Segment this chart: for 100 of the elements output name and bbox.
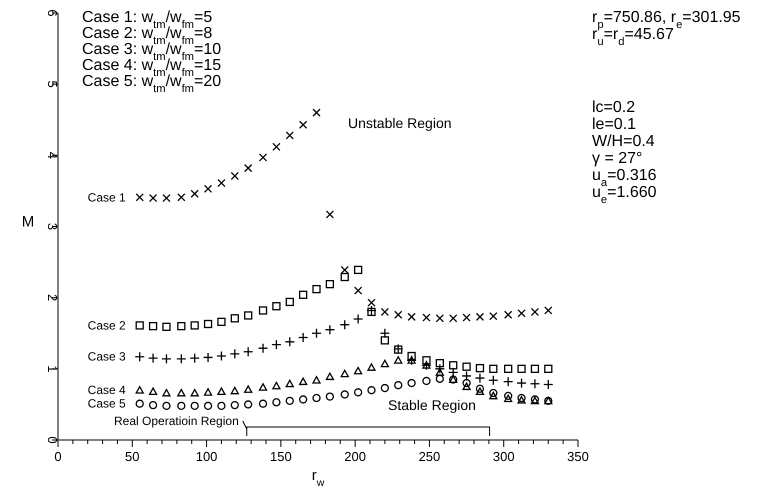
point xyxy=(148,353,158,364)
point xyxy=(161,354,172,364)
point xyxy=(530,308,540,316)
point xyxy=(340,390,349,399)
point xyxy=(340,370,349,378)
point xyxy=(217,402,226,410)
point xyxy=(244,311,252,320)
point xyxy=(504,394,512,402)
point xyxy=(190,321,199,330)
point xyxy=(177,193,186,202)
point xyxy=(517,394,526,402)
point xyxy=(216,350,227,362)
y-tick-label: 2 xyxy=(45,294,60,302)
point xyxy=(517,396,526,404)
point xyxy=(530,364,540,373)
point xyxy=(312,284,321,294)
point xyxy=(380,360,390,368)
point xyxy=(394,310,402,319)
point xyxy=(367,298,376,307)
point xyxy=(367,363,376,371)
point xyxy=(326,372,334,380)
point xyxy=(217,178,226,188)
series-label: Case 3 xyxy=(88,350,126,364)
point xyxy=(272,142,281,151)
point xyxy=(244,164,252,172)
point xyxy=(217,387,226,396)
point xyxy=(286,131,294,140)
x-tick-label: 150 xyxy=(270,449,292,464)
point xyxy=(272,302,281,310)
point xyxy=(489,312,498,320)
point xyxy=(476,384,484,393)
point xyxy=(286,380,294,388)
point xyxy=(162,402,171,410)
point xyxy=(326,280,334,288)
point xyxy=(162,388,171,396)
point xyxy=(204,184,212,193)
point xyxy=(286,298,294,306)
text: le=0.1 xyxy=(592,116,636,133)
point xyxy=(217,318,226,326)
point xyxy=(340,272,349,282)
point xyxy=(461,370,472,382)
x-tick-label: 50 xyxy=(125,449,140,464)
point xyxy=(394,381,402,390)
point xyxy=(230,172,239,180)
point xyxy=(272,398,281,406)
x-axis-title: r$_{w}$ xyxy=(312,467,325,487)
point xyxy=(530,378,540,389)
text: W/H=0.4 xyxy=(592,133,655,150)
point xyxy=(298,395,308,404)
point xyxy=(177,322,186,330)
point xyxy=(148,400,158,410)
point xyxy=(380,384,390,392)
point xyxy=(136,386,144,394)
point xyxy=(284,336,295,347)
point xyxy=(462,313,471,322)
point xyxy=(476,364,484,372)
point xyxy=(258,343,268,354)
point xyxy=(462,362,471,371)
annotation: Unstable Region xyxy=(348,115,452,131)
point xyxy=(312,376,321,384)
point xyxy=(503,376,514,387)
point xyxy=(204,402,212,410)
x-tick-label: 100 xyxy=(196,449,218,464)
point xyxy=(504,392,512,400)
point xyxy=(544,364,552,373)
point xyxy=(190,388,199,396)
point xyxy=(476,312,484,322)
point xyxy=(136,193,144,202)
point xyxy=(436,358,444,368)
point xyxy=(148,322,158,330)
point xyxy=(366,305,377,316)
point xyxy=(407,312,416,322)
point xyxy=(311,328,322,338)
point xyxy=(177,388,186,396)
point xyxy=(436,314,444,322)
point xyxy=(162,194,171,202)
y-tick-label: 5 xyxy=(45,80,60,88)
point xyxy=(354,366,362,374)
point xyxy=(258,153,268,162)
x-tick-label: 300 xyxy=(492,449,515,464)
point xyxy=(298,120,308,129)
point xyxy=(176,354,186,364)
point xyxy=(434,364,445,374)
series-label: Case 5 xyxy=(88,396,126,411)
point xyxy=(394,356,402,364)
point xyxy=(422,356,431,364)
point xyxy=(312,394,321,402)
point xyxy=(190,402,199,410)
point xyxy=(422,313,431,322)
point xyxy=(272,382,281,390)
point xyxy=(190,353,200,364)
point xyxy=(340,320,350,330)
point xyxy=(136,321,144,330)
point xyxy=(407,352,416,360)
y-tick-label: 0 xyxy=(45,436,60,444)
point xyxy=(449,314,458,322)
series-label: Case 1 xyxy=(88,190,126,204)
point xyxy=(462,378,471,388)
x-tick-label: 200 xyxy=(344,449,366,464)
point xyxy=(326,210,334,219)
